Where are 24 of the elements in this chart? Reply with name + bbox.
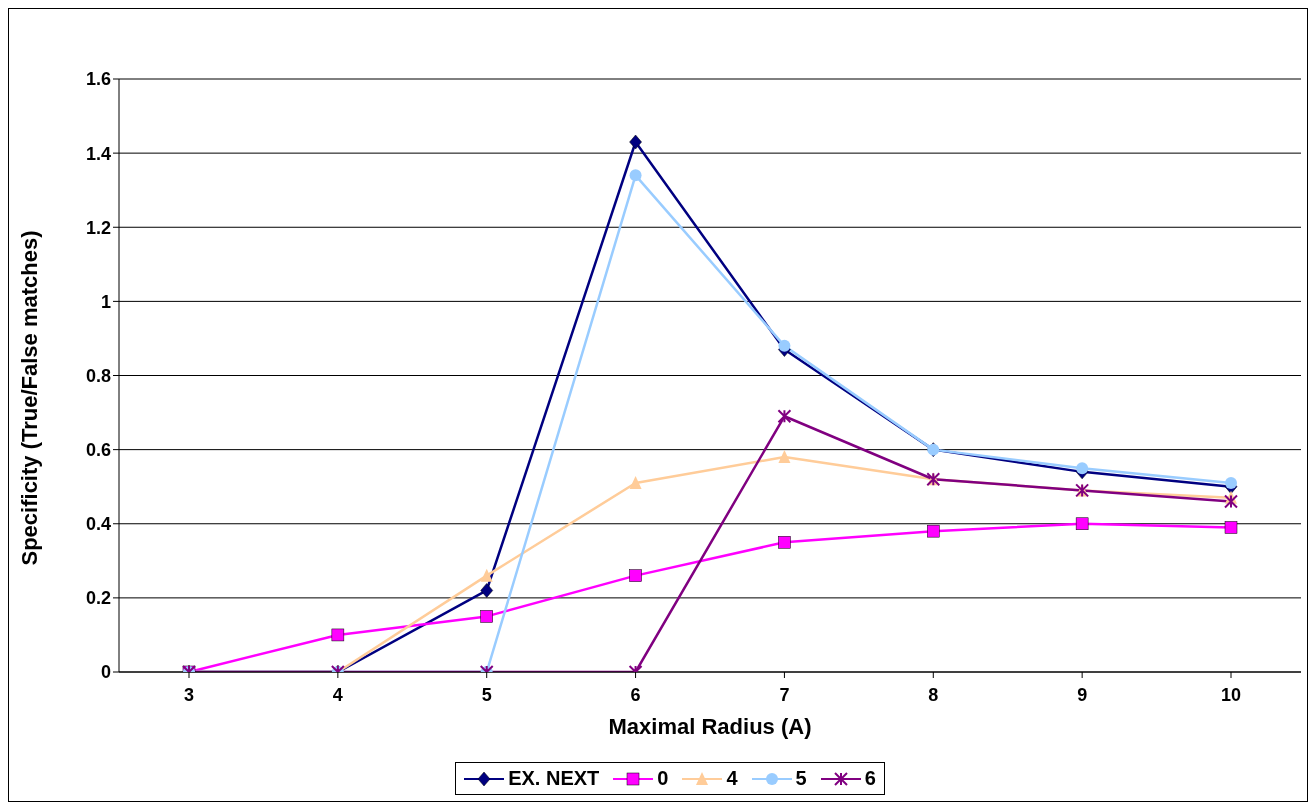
legend-label: 5 bbox=[795, 767, 807, 790]
y-tick-label: 0.4 bbox=[85, 514, 111, 535]
y-tick-label: 1.2 bbox=[85, 217, 111, 238]
x-tick-label: 6 bbox=[630, 684, 641, 705]
x-tick-label: 3 bbox=[183, 684, 195, 705]
x-tick-label: 8 bbox=[928, 684, 939, 705]
legend-label: 4 bbox=[726, 767, 738, 790]
legend-label: 6 bbox=[864, 767, 876, 790]
x-axis-title: Maximal Radius (A) bbox=[608, 714, 812, 739]
y-tick-label: 1 bbox=[100, 291, 111, 312]
y-tick-label: 0 bbox=[100, 662, 111, 683]
y-tick-label: 1.6 bbox=[85, 69, 111, 90]
y-tick-label: 1.4 bbox=[85, 143, 111, 164]
y-tick-label: 0.6 bbox=[85, 440, 111, 461]
x-tick-label: 9 bbox=[1077, 684, 1088, 705]
x-tick-label: 7 bbox=[779, 684, 790, 705]
legend-label: 0 bbox=[657, 767, 669, 790]
x-tick-label: 4 bbox=[332, 684, 343, 705]
y-axis-title: Specificity (True/False matches) bbox=[16, 230, 42, 566]
legend-label: EX. NEXT bbox=[508, 767, 600, 790]
x-tick-label: 5 bbox=[481, 684, 492, 705]
x-tick-label: 10 bbox=[1220, 684, 1242, 705]
y-tick-label: 0.2 bbox=[85, 588, 111, 609]
y-tick-label: 0.8 bbox=[85, 365, 111, 386]
